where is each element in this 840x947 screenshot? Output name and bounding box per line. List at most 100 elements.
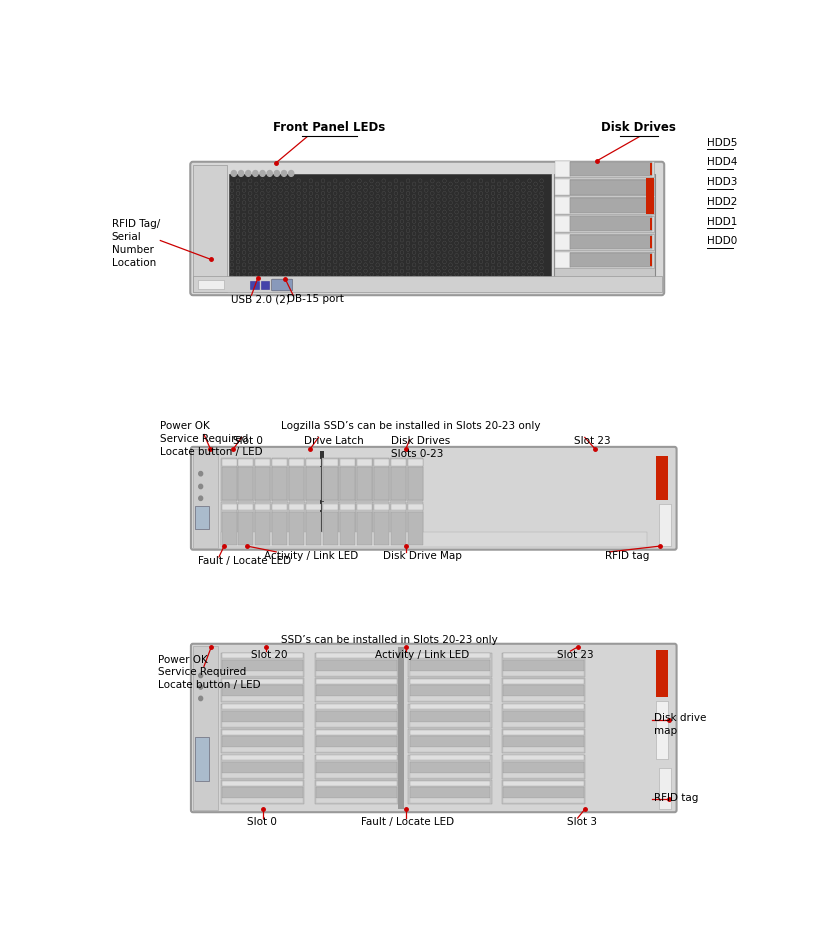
Bar xyxy=(316,737,396,747)
Bar xyxy=(410,798,491,803)
Bar xyxy=(410,730,491,735)
Bar xyxy=(410,787,491,798)
Bar xyxy=(503,798,584,803)
Bar xyxy=(555,216,654,232)
Circle shape xyxy=(199,484,202,489)
Bar xyxy=(221,502,237,545)
Bar xyxy=(316,679,396,684)
Bar xyxy=(570,217,652,231)
Bar xyxy=(407,457,423,501)
Bar xyxy=(260,280,269,290)
Bar xyxy=(410,747,491,753)
Circle shape xyxy=(231,170,237,176)
Bar xyxy=(410,696,491,702)
Bar xyxy=(323,504,338,510)
Bar xyxy=(650,218,653,229)
Bar xyxy=(272,504,287,510)
Circle shape xyxy=(239,170,244,176)
Circle shape xyxy=(260,170,265,176)
Bar xyxy=(650,255,653,266)
Bar xyxy=(323,502,339,545)
Bar xyxy=(340,467,355,500)
Bar xyxy=(222,737,303,747)
Bar xyxy=(316,722,396,727)
Bar xyxy=(289,459,304,466)
Bar xyxy=(503,756,584,760)
Bar xyxy=(306,459,321,466)
Text: Fault / Locate LED: Fault / Locate LED xyxy=(361,817,454,828)
Bar xyxy=(408,780,491,804)
Bar xyxy=(357,459,372,466)
Bar xyxy=(391,467,406,500)
Bar xyxy=(221,457,237,501)
Bar xyxy=(340,511,355,545)
Bar xyxy=(503,737,584,747)
Text: HDD4: HDD4 xyxy=(707,157,738,168)
Bar xyxy=(410,705,491,709)
Bar xyxy=(323,459,338,466)
Bar xyxy=(410,762,491,773)
Bar xyxy=(555,234,570,250)
Bar xyxy=(502,729,585,753)
Circle shape xyxy=(281,170,286,176)
Bar xyxy=(502,780,585,804)
Text: HDD2: HDD2 xyxy=(707,197,738,206)
Bar xyxy=(239,459,254,466)
Bar xyxy=(222,670,303,676)
Circle shape xyxy=(199,673,202,678)
Bar xyxy=(271,502,288,545)
Bar xyxy=(391,459,406,466)
Bar xyxy=(656,701,668,759)
Bar xyxy=(193,449,218,547)
Bar xyxy=(315,678,398,702)
Bar xyxy=(503,730,584,735)
Text: Slot 0: Slot 0 xyxy=(233,436,262,446)
Bar xyxy=(656,456,668,500)
Bar xyxy=(390,502,407,545)
FancyBboxPatch shape xyxy=(191,644,676,813)
Bar xyxy=(255,459,270,466)
Bar xyxy=(289,504,304,510)
Bar xyxy=(555,216,570,232)
Bar xyxy=(503,653,584,658)
Bar xyxy=(410,679,491,684)
Bar xyxy=(340,504,355,510)
Circle shape xyxy=(267,170,272,176)
Bar xyxy=(503,747,584,753)
Bar xyxy=(306,504,321,510)
Bar xyxy=(502,652,585,676)
Bar xyxy=(407,511,423,545)
Bar xyxy=(503,696,584,702)
Bar xyxy=(255,511,270,545)
Bar xyxy=(255,504,270,510)
Bar xyxy=(650,236,653,248)
Bar xyxy=(289,467,304,500)
Bar xyxy=(222,781,303,786)
Bar xyxy=(555,198,654,213)
Bar xyxy=(255,467,270,500)
Bar xyxy=(502,704,585,727)
Bar xyxy=(410,756,491,760)
FancyBboxPatch shape xyxy=(271,279,292,291)
Text: Slot 20: Slot 20 xyxy=(251,650,288,660)
Bar xyxy=(555,179,654,195)
Bar xyxy=(503,670,584,676)
Bar xyxy=(221,755,304,778)
Bar xyxy=(239,467,254,500)
Bar xyxy=(289,502,305,545)
Circle shape xyxy=(199,472,202,475)
Text: HDD0: HDD0 xyxy=(707,236,738,246)
Bar xyxy=(570,198,652,213)
Bar xyxy=(555,234,654,250)
Bar xyxy=(239,504,254,510)
Bar xyxy=(391,511,406,545)
Bar xyxy=(407,504,423,510)
Bar xyxy=(222,653,303,658)
Bar xyxy=(271,457,288,501)
Bar xyxy=(316,773,396,777)
Bar xyxy=(570,162,652,176)
Bar xyxy=(408,678,491,702)
Bar xyxy=(198,280,224,290)
Bar xyxy=(222,660,303,670)
Bar xyxy=(503,705,584,709)
